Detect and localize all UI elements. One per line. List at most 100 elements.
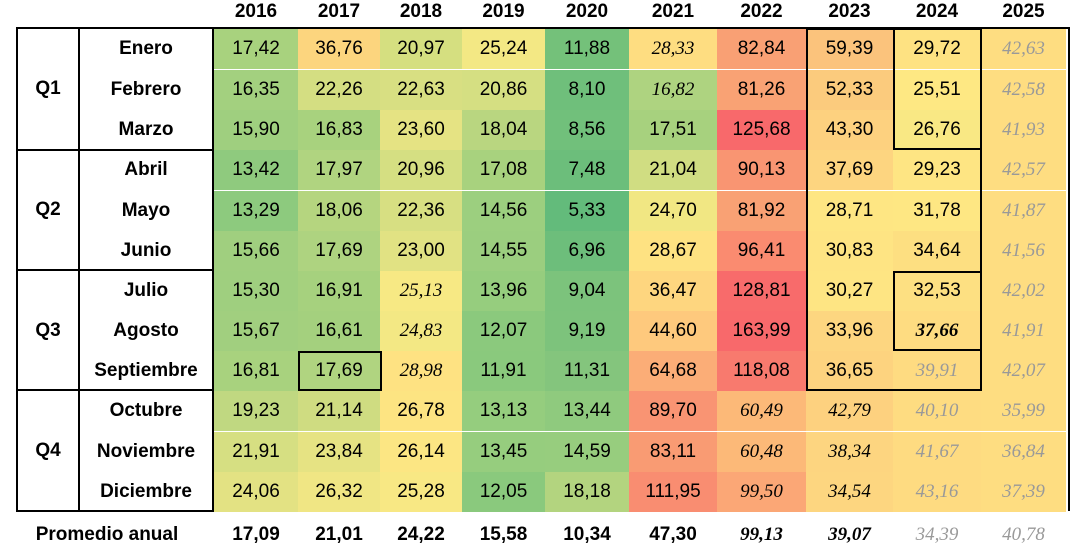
divider-q1-q2 <box>16 149 214 151</box>
value-cell: 41,67 <box>893 432 981 472</box>
quarter-label-q3: Q3 <box>35 320 61 341</box>
value-cell: 20,96 <box>380 150 462 190</box>
value-cell: 8,10 <box>545 70 629 110</box>
value-cell: 36,47 <box>629 271 717 311</box>
value-cell: 59,39 <box>806 29 893 69</box>
value-cell: 64,68 <box>629 351 717 391</box>
value-cell: 41,87 <box>981 191 1066 231</box>
value-cell: 24,70 <box>629 191 717 231</box>
value-cell: 43,16 <box>893 472 981 512</box>
year-header-2020: 2020 <box>565 1 609 22</box>
value-cell: 15,67 <box>214 311 298 351</box>
value-cell: 60,48 <box>717 432 806 472</box>
value-cell: 16,82 <box>629 70 717 110</box>
value-cell: 89,70 <box>629 391 717 431</box>
value-cell: 37,39 <box>981 472 1066 512</box>
frame-top <box>16 27 1070 29</box>
value-cell: 21,91 <box>214 432 298 472</box>
value-cell: 23,00 <box>380 231 462 271</box>
value-cell: 42,57 <box>981 150 1066 190</box>
value-cell: 26,76 <box>893 110 981 150</box>
value-cell: 111,95 <box>629 472 717 512</box>
value-cell: 11,31 <box>545 351 629 391</box>
month-label: Julio <box>123 280 169 301</box>
annual-average-value: 10,34 <box>563 524 611 545</box>
year-header-2025: 2025 <box>1002 1 1045 22</box>
value-cell: 36,76 <box>298 29 380 69</box>
value-cell: 14,59 <box>545 432 629 472</box>
value-cell: 16,83 <box>298 110 380 150</box>
value-cell: 34,64 <box>893 231 981 271</box>
quarter-label-q2: Q2 <box>35 199 61 220</box>
value-cell: 99,50 <box>717 472 806 512</box>
value-cell: 22,63 <box>380 70 462 110</box>
value-cell: 21,14 <box>298 391 380 431</box>
month-label: Noviembre <box>96 441 196 462</box>
value-cell: 23,60 <box>380 110 462 150</box>
value-cell: 30,83 <box>806 231 893 271</box>
month-label: Agosto <box>113 320 179 341</box>
year-header-2021: 2021 <box>651 1 695 22</box>
year-header-2018: 2018 <box>399 1 443 22</box>
value-cell: 25,28 <box>380 472 462 512</box>
year-header-2022: 2022 <box>740 1 783 22</box>
month-label: Septiembre <box>94 360 198 381</box>
value-cell: 52,33 <box>806 70 893 110</box>
frame-right <box>1068 27 1070 511</box>
divider-q2-q3 <box>16 269 214 271</box>
value-cell: 15,90 <box>214 110 298 150</box>
value-cell: 9,04 <box>545 271 629 311</box>
value-cell: 13,45 <box>462 432 545 472</box>
annual-average-value: 17,09 <box>232 524 280 545</box>
value-cell: 24,06 <box>214 472 298 512</box>
value-cell: 42,63 <box>981 29 1066 69</box>
month-label: Junio <box>120 240 172 261</box>
value-cell: 30,27 <box>806 271 893 311</box>
value-cell: 25,51 <box>893 70 981 110</box>
value-cell: 118,08 <box>717 351 806 391</box>
value-cell: 11,88 <box>545 29 629 69</box>
value-cell: 13,42 <box>214 150 298 190</box>
value-cell: 37,69 <box>806 150 893 190</box>
value-cell: 28,98 <box>380 351 462 391</box>
year-header-2024: 2024 <box>915 1 959 22</box>
value-cell: 11,91 <box>462 351 545 391</box>
quarter-label-q4: Q4 <box>35 440 61 461</box>
value-cell: 34,54 <box>806 472 893 512</box>
value-cell: 16,61 <box>298 311 380 351</box>
value-cell: 16,91 <box>298 271 380 311</box>
year-header-2017: 2017 <box>317 1 361 22</box>
year-header-2019: 2019 <box>482 1 525 22</box>
value-cell: 44,60 <box>629 311 717 351</box>
frame-bottom <box>16 510 214 512</box>
value-cell: 163,99 <box>717 311 806 351</box>
value-cell: 26,32 <box>298 472 380 512</box>
value-cell: 33,96 <box>806 311 893 351</box>
value-cell: 18,04 <box>462 110 545 150</box>
value-cell: 128,81 <box>717 271 806 311</box>
value-cell: 28,71 <box>806 191 893 231</box>
value-cell: 35,99 <box>981 391 1066 431</box>
value-cell: 41,91 <box>981 311 1066 351</box>
value-cell: 32,53 <box>893 271 981 311</box>
value-cell: 16,81 <box>214 351 298 391</box>
value-cell: 28,33 <box>629 29 717 69</box>
year-header-2023: 2023 <box>828 1 871 22</box>
value-cell: 28,67 <box>629 231 717 271</box>
value-cell: 29,23 <box>893 150 981 190</box>
value-cell: 36,84 <box>981 432 1066 472</box>
value-cell: 26,78 <box>380 391 462 431</box>
value-cell: 42,07 <box>981 351 1066 391</box>
annual-average-value: 21,01 <box>315 524 363 545</box>
value-cell: 18,06 <box>298 191 380 231</box>
annual-average-label: Promedio anual <box>35 524 179 545</box>
value-cell: 42,58 <box>981 70 1066 110</box>
value-cell: 36,65 <box>806 351 893 391</box>
value-cell: 42,79 <box>806 391 893 431</box>
value-cell: 38,34 <box>806 432 893 472</box>
value-cell: 83,11 <box>629 432 717 472</box>
value-cell: 43,30 <box>806 110 893 150</box>
value-cell: 12,07 <box>462 311 545 351</box>
month-label: Marzo <box>118 119 174 140</box>
annual-average-value: 40,78 <box>1002 524 1045 545</box>
